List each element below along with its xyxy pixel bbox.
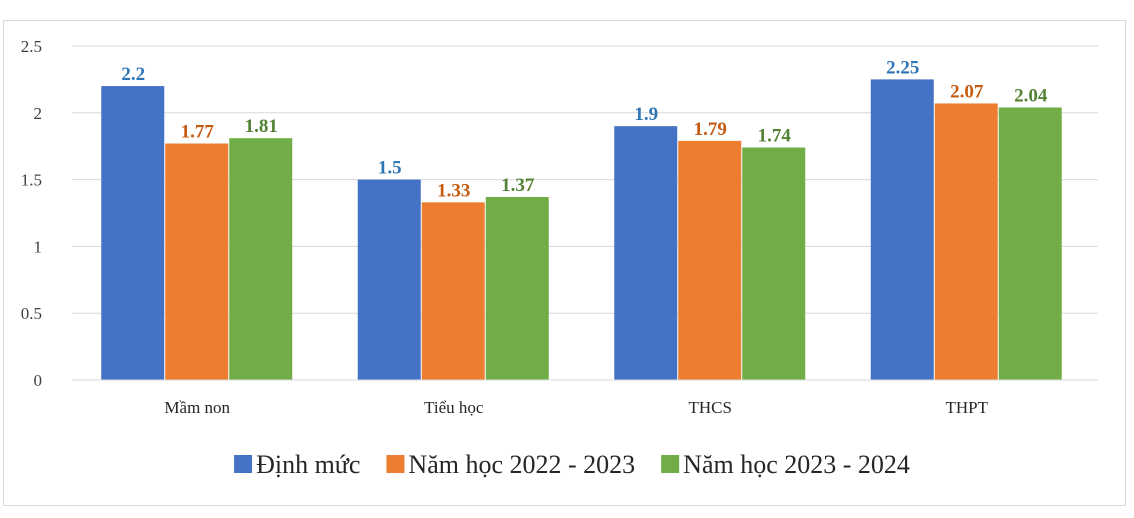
data-label: 2.07 xyxy=(950,81,984,102)
x-category-label: Mầm non xyxy=(164,398,230,417)
data-label: 1.33 xyxy=(437,180,470,201)
bar xyxy=(421,202,485,380)
data-label: 1.9 xyxy=(634,104,658,125)
data-label: 2.2 xyxy=(121,64,145,85)
y-tick-label: 2.5 xyxy=(21,37,42,56)
legend-label: Năm học 2023 - 2024 xyxy=(683,450,910,479)
data-label: 2.25 xyxy=(886,57,919,78)
data-label: 1.37 xyxy=(501,175,535,196)
bar xyxy=(934,103,998,380)
bar xyxy=(998,107,1062,381)
bar xyxy=(101,86,165,380)
data-label: 1.74 xyxy=(758,126,792,147)
legend-label: Năm học 2022 - 2023 xyxy=(408,450,635,479)
y-tick-label: 0.5 xyxy=(21,304,42,323)
legend-swatch xyxy=(661,455,680,473)
x-category-label: THCS xyxy=(689,398,732,417)
data-label: 1.79 xyxy=(694,119,727,140)
legend-swatch xyxy=(234,455,253,473)
y-tick-label: 2 xyxy=(34,104,43,123)
x-category-label: THPT xyxy=(946,398,989,417)
legend: Định mức Năm học 2022 - 2023 Năm học 2023 … xyxy=(234,450,910,479)
y-tick-label: 1 xyxy=(34,237,43,256)
bar xyxy=(165,143,229,380)
bar xyxy=(678,140,742,380)
bar xyxy=(614,126,678,380)
x-axis-categories: Mầm non Tiểu học THCS THPT xyxy=(164,398,988,417)
data-labels: 2.2 1.77 1.81 1.5 1.33 1.37 1.9 1.79 1.74 2.25 2.0… xyxy=(121,57,1048,201)
bar xyxy=(229,138,293,380)
legend-label: Định mức xyxy=(256,450,360,479)
bar xyxy=(357,179,421,380)
data-label: 2.04 xyxy=(1014,85,1048,106)
bars xyxy=(101,79,1062,381)
y-axis-ticks: 0 0.5 1 1.5 2 2.5 xyxy=(21,37,42,390)
data-label: 1.81 xyxy=(245,116,278,137)
data-label: 1.77 xyxy=(181,122,215,143)
data-label: 1.5 xyxy=(378,158,402,179)
legend-swatch xyxy=(386,455,405,473)
x-category-label: Tiểu học xyxy=(424,398,484,417)
bar xyxy=(485,196,549,380)
y-tick-label: 0 xyxy=(34,371,43,390)
bar xyxy=(870,79,934,381)
bar xyxy=(742,147,806,380)
y-tick-label: 1.5 xyxy=(21,171,42,190)
